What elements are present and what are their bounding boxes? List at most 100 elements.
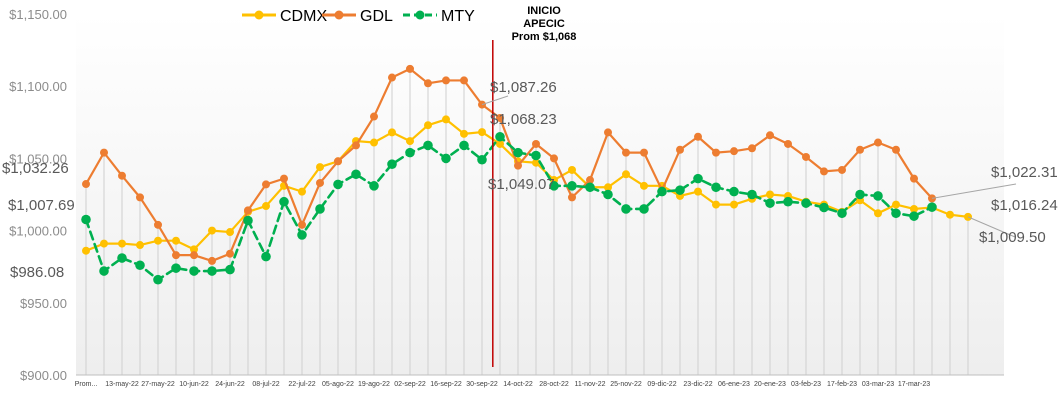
data-point-cdmx: [190, 245, 198, 254]
data-point-cdmx: [766, 190, 774, 199]
data-point-gdl: [712, 148, 720, 157]
data-point-gdl: [460, 76, 468, 85]
data-point-cdmx: [496, 139, 504, 148]
data-label-leader: [967, 216, 1016, 238]
apecic-label-line: Prom $1,068: [512, 31, 577, 43]
data-point-cdmx: [874, 209, 882, 218]
x-tick-label: 10-jun-22: [179, 381, 209, 388]
x-tick-label: 17-mar-23: [898, 381, 930, 388]
data-label: $1,087.26: [490, 79, 557, 96]
data-point-cdmx: [946, 210, 954, 219]
data-label-leader: [931, 183, 1017, 199]
data-point-mty: [927, 202, 937, 212]
legend-label-gdl: GDL: [360, 8, 393, 25]
data-point-mty: [225, 264, 235, 275]
data-point-gdl: [640, 148, 648, 157]
data-point-gdl: [568, 193, 576, 202]
data-point-gdl: [550, 154, 558, 163]
data-point-cdmx: [388, 128, 396, 137]
data-point-mty: [621, 204, 631, 214]
data-point-mty: [135, 260, 145, 271]
data-point-cdmx: [712, 200, 720, 209]
data-point-cdmx: [640, 181, 648, 190]
x-tick-label: 05-ago-22: [322, 381, 354, 388]
data-point-mty: [189, 266, 199, 276]
data-point-mty: [837, 208, 847, 219]
data-point-mty: [117, 253, 127, 263]
data-point-mty: [765, 198, 775, 208]
data-point-mty: [585, 182, 595, 193]
data-point-gdl: [424, 79, 432, 88]
data-point-gdl: [856, 145, 864, 154]
data-point-mty: [783, 196, 793, 207]
data-point-gdl: [82, 180, 90, 189]
data-point-mty: [279, 196, 289, 207]
data-point-mty: [639, 204, 649, 214]
data-point-mty: [333, 179, 343, 190]
data-point-gdl: [766, 131, 774, 140]
data-point-mty: [801, 198, 811, 208]
data-label: $1,022.31: [991, 164, 1058, 181]
x-tick-label: 30-sep-22: [466, 381, 498, 388]
data-point-gdl: [874, 138, 882, 147]
data-point-mty: [549, 181, 559, 191]
data-point-mty: [81, 214, 91, 225]
data-point-mty: [855, 189, 865, 200]
data-point-mty: [873, 191, 883, 201]
data-point-gdl: [280, 174, 288, 183]
data-point-cdmx: [910, 204, 918, 213]
data-point-gdl: [496, 113, 504, 122]
y-tick-label: $1,000.00: [9, 224, 67, 239]
data-label: $986.08: [10, 264, 64, 281]
apecic-label-line: INICIO: [527, 5, 561, 17]
data-point-gdl: [622, 148, 630, 157]
data-point-cdmx: [262, 202, 270, 211]
data-label: $1,068.23: [490, 111, 557, 128]
data-point-mty: [315, 204, 325, 214]
data-point-mty: [351, 169, 361, 180]
data-point-mty: [243, 215, 253, 226]
data-point-mty: [567, 181, 577, 191]
data-point-mty: [909, 211, 919, 221]
data-point-mty: [387, 159, 397, 169]
data-point-cdmx: [424, 121, 432, 130]
data-point-gdl: [820, 167, 828, 176]
data-point-cdmx: [100, 239, 108, 248]
data-point-cdmx: [694, 187, 702, 196]
data-point-gdl: [118, 171, 126, 180]
data-point-cdmx: [442, 115, 450, 124]
data-point-cdmx: [172, 236, 180, 245]
x-tick-label: 27-may-22: [141, 381, 175, 388]
data-point-gdl: [388, 73, 396, 82]
data-point-gdl: [586, 176, 594, 185]
x-tick-label: 03-mar-23: [862, 381, 894, 388]
data-point-gdl: [352, 141, 360, 150]
data-point-gdl: [172, 251, 180, 260]
data-point-gdl: [226, 249, 234, 258]
data-point-mty: [153, 274, 163, 285]
data-point-gdl: [838, 165, 846, 174]
x-tick-label: 25-nov-22: [610, 381, 642, 388]
data-point-mty: [477, 154, 487, 165]
data-point-mty: [603, 189, 613, 200]
data-label: $1,007.69: [8, 197, 75, 214]
data-point-cdmx: [568, 165, 576, 174]
data-point-gdl: [208, 256, 216, 265]
data-point-gdl: [190, 251, 198, 260]
x-tick-label: 16-sep-22: [430, 381, 462, 388]
data-point-cdmx: [316, 163, 324, 172]
data-point-mty: [513, 147, 523, 158]
data-point-mty: [261, 251, 271, 262]
plot-background: [76, 14, 1004, 375]
data-point-cdmx: [226, 228, 234, 237]
data-point-cdmx: [136, 241, 144, 250]
x-tick-label: 14-oct-22: [503, 381, 533, 388]
data-point-mty: [891, 208, 901, 219]
data-point-mty: [99, 266, 109, 276]
data-point-gdl: [532, 139, 540, 148]
data-point-gdl: [262, 180, 270, 189]
legend-label-mty: MTY: [441, 8, 475, 25]
data-point-gdl: [748, 144, 756, 153]
y-tick-label: $1,150.00: [9, 7, 67, 22]
